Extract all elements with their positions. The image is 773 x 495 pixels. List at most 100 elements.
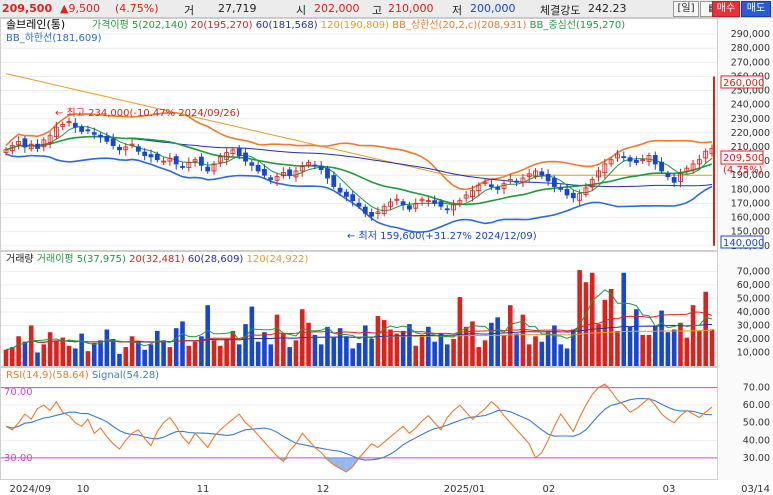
legend-item: 120(190,809) (318, 20, 390, 31)
volume-bar (337, 328, 343, 366)
candle-body (501, 183, 507, 189)
ma120-line (5, 73, 712, 176)
volume-ma-lines (5, 289, 713, 351)
volume-bar (596, 324, 601, 366)
legend-item: 가격이평 5(202,140) (92, 18, 188, 31)
candle-body (262, 168, 267, 176)
candle-body (507, 179, 513, 182)
candle-body (400, 201, 406, 206)
candle-body (3, 149, 9, 154)
volume-bar (501, 334, 507, 366)
candle-body (129, 143, 135, 146)
candle-body (678, 173, 683, 182)
volume-bar (262, 332, 267, 366)
candle-body (79, 126, 85, 132)
volume-bar (173, 328, 179, 366)
candle-body (457, 200, 463, 205)
volume-bar (186, 345, 192, 366)
candle-body (665, 173, 671, 178)
volume-bar (589, 272, 595, 366)
candle-body (696, 159, 702, 165)
candle-body (337, 187, 343, 193)
volume-bar (110, 338, 116, 366)
volume-label: 거 (184, 4, 195, 17)
volume-bar (482, 340, 488, 366)
price-tick-label: 250,000 (731, 86, 770, 97)
x-tick-label: 11 (197, 484, 210, 495)
price-change-pct: (4.75%) (115, 2, 159, 15)
current-price-axis-label: 209,500 (723, 153, 764, 164)
candle-body (173, 156, 179, 165)
candle-body (388, 201, 393, 207)
candle-body (91, 132, 97, 135)
candle-body (236, 148, 242, 156)
legend-item: 거래량 (6, 253, 34, 265)
x-tick-label: 03 (663, 484, 676, 495)
candle-body (154, 153, 160, 161)
current-change-axis-label: (4.75%) (723, 165, 763, 176)
volume-bar (646, 334, 652, 366)
price-tick-label: 150,000 (731, 227, 770, 238)
volume-bar (28, 325, 34, 366)
candle-body (117, 146, 122, 151)
candle-body (495, 186, 501, 190)
volume-bar (697, 330, 702, 366)
volume-bar (325, 326, 330, 366)
sell-button[interactable]: 매도 (741, 1, 771, 17)
current-price: 209,500 (2, 2, 53, 15)
candle-body (407, 205, 412, 210)
volume-bar (249, 306, 255, 366)
volume-bar (331, 337, 337, 366)
legend-item: 20(32,481) (126, 254, 185, 265)
volume-bar (413, 345, 419, 366)
candle-body (9, 145, 15, 152)
candle-body (583, 187, 589, 195)
period-button[interactable]: [일] (673, 1, 699, 17)
candle-body (558, 187, 564, 190)
candle-body (66, 121, 72, 123)
volume-tick-label: 70,000 (737, 266, 770, 277)
buy-button[interactable]: 매수 (712, 1, 740, 17)
candle-body (703, 150, 709, 159)
candle-body (596, 170, 601, 178)
volume-bar (104, 329, 110, 366)
candle-body (533, 170, 538, 177)
quote-header: 209,500 ▲9,500 (4.75%) 거 27,719 시 202,00… (0, 0, 773, 18)
volume-bar (363, 325, 368, 366)
price-tick-label: 280,000 (731, 43, 770, 54)
stock-label: 솔브레인(통) (6, 18, 65, 31)
volume-tick-label: 50,000 (737, 293, 770, 304)
volume-bar (507, 305, 513, 366)
low-label: 저 (452, 4, 463, 17)
current-price-marker: 209,500 (4.75%) 260,000 140,000 (720, 75, 764, 249)
volume-bar (148, 344, 154, 366)
candle-body (514, 180, 519, 183)
volume-bar (564, 348, 570, 366)
candle-body (230, 149, 236, 154)
legend-item: BB_하한선(181,609) (6, 31, 102, 44)
rsi-oversold-fill (340, 457, 347, 472)
candle-body (148, 154, 154, 158)
price-legend-2: BB_하한선(181,609) (6, 31, 102, 44)
rsi-tick-label: 50.00 (743, 418, 770, 429)
legend-item: BB_중심선(195,270) (526, 19, 625, 31)
candle-body (463, 194, 469, 199)
volume-bar (117, 353, 122, 366)
open-label: 시 (296, 4, 307, 17)
candle-body (362, 206, 368, 214)
volume-bar (671, 329, 677, 366)
candle-body (671, 177, 677, 183)
price-tick-label: 270,000 (731, 57, 770, 68)
volume-bar (85, 351, 91, 366)
candle-body (602, 163, 608, 174)
candle-body (470, 190, 475, 198)
volume-bar (634, 309, 639, 366)
price-tick-label: 240,000 (731, 100, 770, 111)
volume-bar (514, 333, 519, 366)
low-annotation: ← 최저 159,600(+31.27% 2024/12/09) (347, 230, 537, 242)
volume-bar (426, 326, 431, 366)
candle-body (394, 198, 400, 201)
volume-bar (659, 310, 664, 366)
volume-bar (684, 337, 690, 366)
